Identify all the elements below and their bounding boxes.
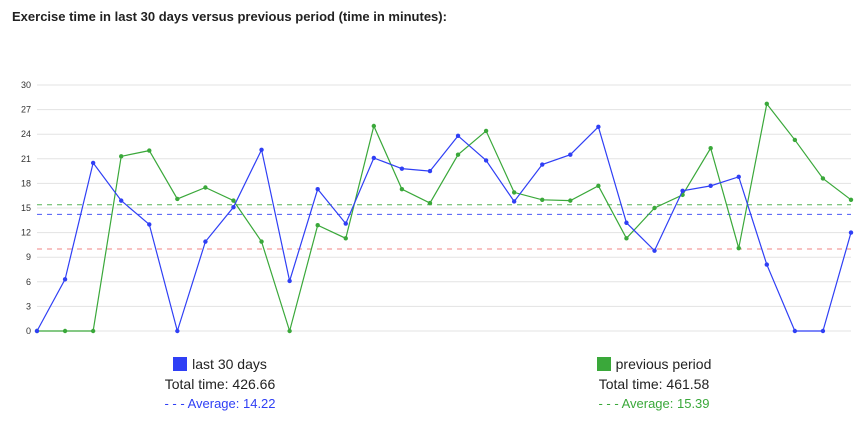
data-point-previous bbox=[792, 137, 798, 143]
data-point-current bbox=[820, 328, 826, 334]
y-tick-label: 24 bbox=[21, 129, 31, 139]
data-point-current bbox=[511, 199, 517, 204]
y-tick-label: 0 bbox=[26, 326, 31, 336]
data-point-current bbox=[315, 186, 320, 192]
data-point-current bbox=[90, 160, 96, 166]
legend-current: last 30 days Total time: 426.66 - - - Av… bbox=[100, 354, 340, 414]
data-point-current bbox=[792, 328, 798, 334]
data-point-current bbox=[399, 166, 405, 171]
data-point-previous bbox=[147, 148, 152, 153]
data-point-previous bbox=[848, 197, 854, 202]
grid-layer bbox=[37, 84, 851, 332]
y-axis-ticks: 0 3 6 9 12 15 18 21 24 27 30 bbox=[21, 80, 31, 336]
data-point-current bbox=[848, 230, 854, 235]
legend-swatch-previous bbox=[596, 357, 611, 371]
data-point-previous bbox=[175, 196, 180, 202]
data-point-current bbox=[483, 158, 489, 163]
data-point-previous bbox=[511, 190, 517, 195]
data-point-previous bbox=[90, 328, 96, 334]
y-tick-label: 18 bbox=[21, 178, 31, 188]
data-point-current bbox=[680, 188, 685, 193]
data-point-current bbox=[624, 220, 629, 225]
y-tick-label: 21 bbox=[21, 154, 31, 164]
legend-average-previous: - - - Average: 15.39 bbox=[598, 396, 710, 411]
line-chart: 0 3 6 9 12 15 18 21 24 27 30 bbox=[21, 80, 854, 336]
data-point-current bbox=[119, 198, 124, 203]
data-point-current bbox=[652, 248, 657, 253]
legend-label-current: last 30 days bbox=[192, 356, 267, 372]
y-tick-label: 6 bbox=[26, 277, 31, 287]
data-point-previous bbox=[343, 236, 348, 241]
data-point-current bbox=[371, 155, 377, 161]
data-point-previous bbox=[315, 223, 320, 228]
y-tick-label: 9 bbox=[26, 252, 31, 262]
data-point-previous bbox=[596, 183, 601, 189]
data-point-current bbox=[596, 124, 601, 130]
data-point-previous bbox=[119, 154, 124, 159]
y-tick-label: 30 bbox=[21, 80, 31, 90]
y-tick-label: 27 bbox=[21, 105, 31, 115]
data-point-current bbox=[62, 277, 68, 282]
legend-total-current: Total time: 426.66 bbox=[164, 376, 276, 392]
data-point-previous bbox=[624, 236, 629, 241]
chart-title: Exercise time in last 30 days versus pre… bbox=[12, 9, 447, 24]
data-point-current bbox=[568, 152, 573, 157]
data-point-previous bbox=[708, 145, 713, 151]
series-line-current bbox=[36, 125, 852, 334]
data-point-previous bbox=[287, 328, 292, 334]
data-point-previous bbox=[540, 197, 545, 202]
legend-average-current: - - - Average: 14.22 bbox=[164, 396, 276, 411]
data-point-previous bbox=[399, 186, 405, 192]
data-point-current bbox=[343, 221, 348, 226]
data-point-previous bbox=[568, 198, 573, 203]
data-point-current bbox=[34, 328, 40, 334]
y-tick-label: 12 bbox=[21, 228, 31, 238]
data-point-current bbox=[231, 204, 236, 210]
y-tick-label: 15 bbox=[21, 203, 31, 213]
data-point-current bbox=[175, 328, 180, 334]
data-point-previous bbox=[764, 101, 769, 107]
data-point-current bbox=[540, 162, 545, 167]
data-point-current bbox=[147, 222, 152, 227]
legend-swatch-current bbox=[173, 357, 188, 371]
data-point-previous bbox=[203, 185, 208, 190]
data-point-current bbox=[708, 183, 713, 189]
data-point-current bbox=[455, 133, 461, 139]
data-point-current bbox=[287, 278, 292, 284]
data-point-current bbox=[203, 239, 208, 244]
data-point-previous bbox=[483, 128, 489, 134]
data-point-previous bbox=[259, 239, 264, 244]
data-point-current bbox=[764, 262, 769, 267]
data-point-previous bbox=[231, 198, 236, 203]
data-point-previous bbox=[736, 245, 741, 251]
data-point-previous bbox=[820, 176, 826, 181]
data-point-previous bbox=[652, 205, 657, 211]
data-point-current bbox=[427, 168, 433, 174]
legend-label-previous: previous period bbox=[615, 356, 712, 372]
data-point-previous bbox=[62, 328, 68, 334]
data-point-previous bbox=[427, 200, 433, 206]
data-point-current bbox=[736, 174, 741, 180]
legend-total-previous: Total time: 461.58 bbox=[598, 376, 710, 392]
y-tick-label: 3 bbox=[26, 301, 31, 311]
series-layer bbox=[34, 101, 854, 334]
data-point-previous bbox=[371, 123, 377, 129]
series-line-previous bbox=[37, 102, 852, 334]
data-point-current bbox=[259, 147, 264, 152]
data-point-previous bbox=[455, 152, 461, 157]
legend-previous: previous period Total time: 461.58 - - -… bbox=[534, 354, 774, 414]
